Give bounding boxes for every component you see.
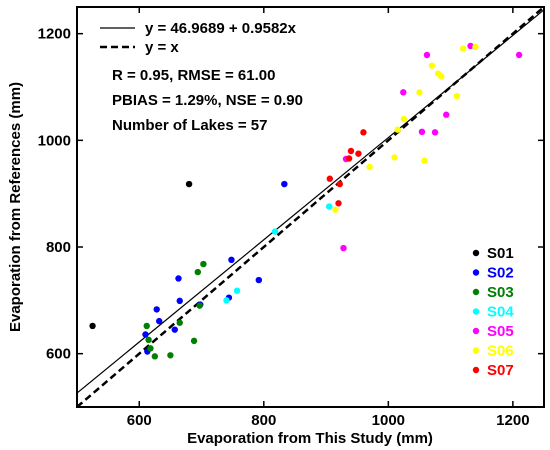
legend-label: S06 <box>487 343 514 360</box>
data-point-s06 <box>391 154 398 161</box>
data-point-s05 <box>418 128 426 135</box>
y-axis-title: Evaporation from References (mm) <box>7 82 24 332</box>
data-point-s06 <box>459 45 467 52</box>
legend-marker <box>472 249 480 257</box>
data-point-s05 <box>340 244 347 252</box>
data-point-s03 <box>145 336 152 343</box>
data-point-s02 <box>155 317 163 325</box>
data-point-s07 <box>347 147 355 155</box>
data-point-s06 <box>453 92 461 100</box>
data-point-s06 <box>394 126 401 133</box>
x-tick-label: 1200 <box>496 412 529 429</box>
legend: S01 S02 S03 S04 S05 S06 S07 <box>472 245 514 379</box>
data-point-s04 <box>271 228 279 235</box>
data-point-s03 <box>167 352 174 359</box>
data-point-s07 <box>360 129 367 136</box>
legend-label: S05 <box>487 323 514 340</box>
y-tick-label: 1200 <box>38 26 71 43</box>
legend-marker <box>472 308 480 315</box>
data-point-s05 <box>443 111 450 118</box>
legend-label: S07 <box>487 362 514 379</box>
data-point-s06 <box>428 62 436 69</box>
data-point-s02 <box>175 275 182 282</box>
data-point-s06 <box>438 73 445 80</box>
x-tick-label: 800 <box>251 412 276 429</box>
data-point-s06 <box>416 89 423 96</box>
data-point-s05 <box>431 129 439 136</box>
data-point-s03 <box>194 268 201 276</box>
data-point-s05 <box>400 89 407 96</box>
data-point-s05 <box>515 51 523 59</box>
annotation-stat: Number of Lakes = 57 <box>112 117 267 134</box>
data-point-s02 <box>228 256 235 263</box>
axis-ticks: 600 800 1000 1200 600 800 1000 1200 <box>38 7 544 429</box>
x-tick-label: 600 <box>127 412 152 429</box>
data-point-s02 <box>142 331 149 338</box>
data-point-s05 <box>423 51 431 59</box>
y-tick-label: 800 <box>46 239 71 256</box>
data-point-s03 <box>190 337 198 345</box>
data-point-s06 <box>400 115 408 123</box>
y-tick-label: 1000 <box>38 132 71 149</box>
data-point-s05 <box>467 42 474 50</box>
data-point-s03 <box>200 260 207 268</box>
data-point-s01 <box>89 322 96 330</box>
legend-marker <box>472 366 480 374</box>
annotation-stat: PBIAS = 1.29%, NSE = 0.90 <box>112 92 303 109</box>
legend-marker <box>472 288 480 296</box>
one-to-one-line <box>76 6 545 408</box>
x-tick-label: 1000 <box>372 412 405 429</box>
legend-marker <box>472 347 480 354</box>
annotation-equation: y = 46.9689 + 0.9582x <box>145 20 297 37</box>
data-point-s07 <box>336 180 343 188</box>
data-point-s02 <box>281 180 288 188</box>
plot-frame <box>76 6 545 408</box>
legend-label: S03 <box>487 284 514 301</box>
data-point-s02 <box>153 306 160 313</box>
data-point-s06 <box>366 163 373 171</box>
legend-marker <box>472 269 480 276</box>
data-point-s04 <box>233 287 241 294</box>
data-point-s07 <box>345 155 353 162</box>
data-point-s02 <box>255 276 263 284</box>
data-point-s06 <box>421 157 428 164</box>
x-axis-title: Evaporation from This Study (mm) <box>187 430 433 447</box>
data-point-s03 <box>196 302 203 309</box>
data-point-s04 <box>325 203 333 210</box>
data-point-s06 <box>332 206 339 213</box>
data-point-s02 <box>176 297 183 305</box>
legend-marker <box>472 327 480 335</box>
data-point-s07 <box>355 150 362 157</box>
annotation-equation: y = x <box>145 39 179 56</box>
data-point-s03 <box>147 345 154 352</box>
data-point-s03 <box>143 322 150 330</box>
data-point-s02 <box>171 326 178 333</box>
legend-label: S01 <box>487 245 514 262</box>
data-point-s03 <box>176 319 183 326</box>
data-point-s01 <box>185 180 193 188</box>
data-point-s07 <box>335 200 342 207</box>
legend-label: S02 <box>487 265 514 282</box>
annotation-block: y = 46.9689 + 0.9582x y = x R = 0.95, RMSE… <box>100 20 303 134</box>
data-points <box>89 42 523 360</box>
data-point-s03 <box>151 353 159 360</box>
data-point-s07 <box>326 175 334 182</box>
y-tick-label: 600 <box>46 346 71 363</box>
regression-lines <box>76 6 545 408</box>
data-point-s06 <box>472 43 479 51</box>
data-point-s04 <box>223 297 230 304</box>
annotation-stat: R = 0.95, RMSE = 61.00 <box>112 67 275 84</box>
legend-label: S04 <box>487 304 514 321</box>
